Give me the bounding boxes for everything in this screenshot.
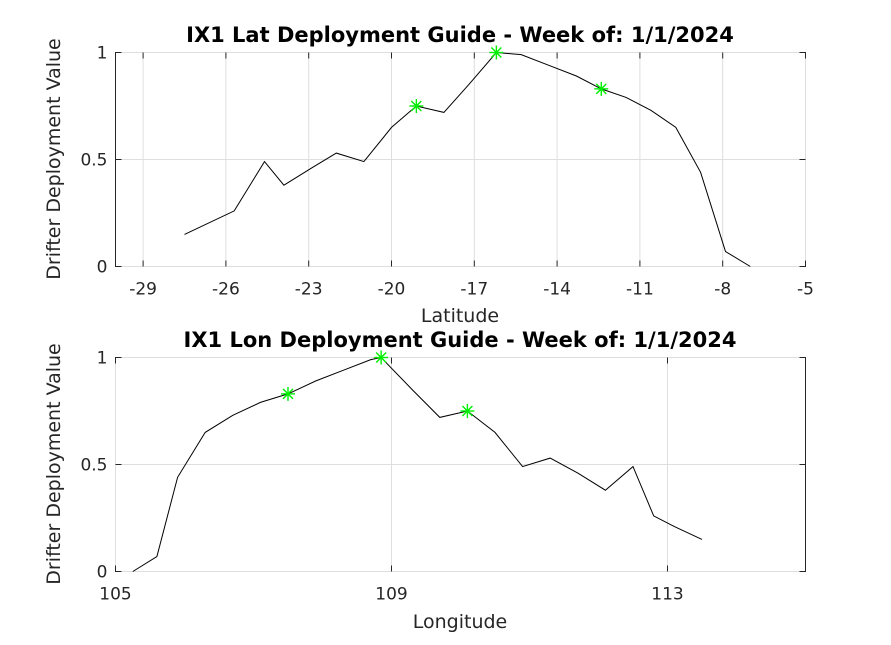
deployment-value-line	[184, 51, 751, 267]
longitude-chart: 105 109 113 00.51 IX1 Lon Deployment Guide…	[43, 328, 806, 633]
longitude-highlight-markers	[281, 350, 475, 418]
longitude-chart-title: IX1 Lon Deployment Guide - Week of: 1/1/…	[184, 328, 737, 352]
latitude-y-axis-label: Drifter Deployment Value	[43, 38, 65, 280]
highlight-marker	[409, 99, 424, 113]
x-tick-label: -29	[129, 280, 157, 300]
y-tick-label: 0.5	[80, 151, 107, 171]
highlight-marker	[489, 45, 504, 60]
x-tick-label: -11	[626, 280, 654, 300]
y-tick-label: 0	[97, 258, 108, 278]
latitude-chart-title: IX1 Lat Deployment Guide - Week of: 1/1/…	[186, 23, 734, 47]
x-tick-label: 113	[651, 585, 683, 605]
y-tick-label: 0.5	[80, 456, 107, 476]
y-tick-label: 0	[97, 563, 108, 583]
x-tick-label: 109	[375, 585, 407, 605]
latitude-x-axis-label: Latitude	[421, 305, 499, 327]
latitude-chart: -29 -26 -23 -20 -17 -14 -11 -8 -5 00.51 IX1 Lat …	[43, 23, 814, 327]
x-tick-label: 105	[99, 585, 131, 605]
x-tick-label: -5	[797, 280, 814, 300]
x-tick-label: -23	[295, 280, 323, 300]
x-tick-label: -17	[460, 280, 488, 300]
x-tick-label: -14	[543, 280, 571, 300]
longitude-y-ticks: 00.51	[80, 349, 806, 583]
latitude-y-ticks: 00.51	[80, 44, 806, 278]
highlight-marker	[281, 386, 295, 401]
highlight-marker	[460, 404, 475, 418]
x-tick-label: -20	[378, 280, 406, 300]
y-tick-label: 1	[97, 44, 108, 64]
longitude-gridlines	[115, 357, 806, 572]
latitude-series	[184, 51, 751, 267]
longitude-y-axis-label: Drifter Deployment Value	[43, 343, 65, 585]
highlight-marker	[374, 350, 389, 365]
x-tick-label: -8	[714, 280, 731, 300]
latitude-x-ticks: -29 -26 -23 -20 -17 -14 -11 -8 -5	[129, 52, 814, 300]
deployment-value-line	[132, 356, 703, 572]
y-tick-label: 1	[97, 349, 108, 369]
x-tick-label: -26	[212, 280, 240, 300]
longitude-x-ticks: 105 109 113	[99, 357, 684, 605]
longitude-series	[132, 356, 703, 572]
longitude-x-axis-label: Longitude	[413, 611, 508, 633]
latitude-highlight-markers	[409, 45, 609, 113]
highlight-marker	[594, 81, 609, 96]
